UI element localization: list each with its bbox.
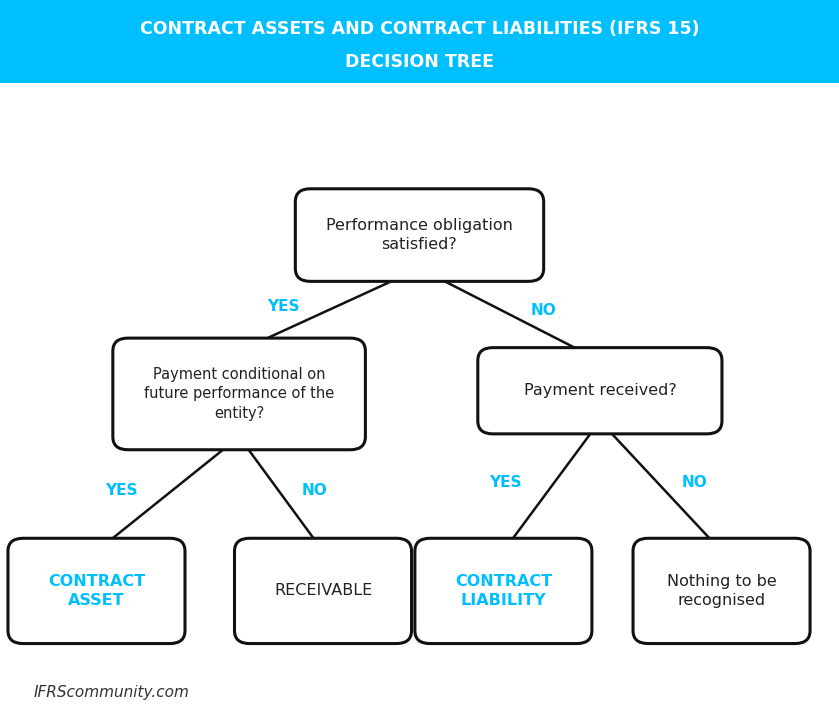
Text: CONTRACT
LIABILITY: CONTRACT LIABILITY [455, 574, 552, 608]
FancyBboxPatch shape [0, 0, 839, 83]
Text: RECEIVABLE: RECEIVABLE [274, 584, 373, 598]
Text: CONTRACT
ASSET: CONTRACT ASSET [48, 574, 145, 608]
Text: YES: YES [267, 299, 300, 314]
FancyBboxPatch shape [477, 348, 722, 434]
FancyBboxPatch shape [295, 189, 544, 281]
Text: YES: YES [489, 475, 522, 490]
Text: Performance obligation
satisfied?: Performance obligation satisfied? [326, 218, 513, 253]
Text: IFRScommunity.com: IFRScommunity.com [34, 685, 190, 700]
Text: CONTRACT ASSETS AND CONTRACT LIABILITIES (IFRS 15): CONTRACT ASSETS AND CONTRACT LIABILITIES… [140, 20, 699, 38]
FancyBboxPatch shape [414, 538, 591, 643]
Text: Nothing to be
recognised: Nothing to be recognised [667, 574, 776, 608]
FancyBboxPatch shape [633, 538, 810, 643]
FancyBboxPatch shape [112, 338, 366, 449]
Text: YES: YES [106, 483, 138, 498]
Text: NO: NO [302, 483, 327, 498]
Text: NO: NO [530, 304, 556, 318]
FancyBboxPatch shape [234, 538, 411, 643]
Text: Payment received?: Payment received? [524, 383, 676, 398]
Text: NO: NO [681, 475, 707, 490]
Text: DECISION TREE: DECISION TREE [345, 53, 494, 71]
Text: Payment conditional on
future performance of the
entity?: Payment conditional on future performanc… [144, 367, 334, 421]
FancyBboxPatch shape [8, 538, 185, 643]
